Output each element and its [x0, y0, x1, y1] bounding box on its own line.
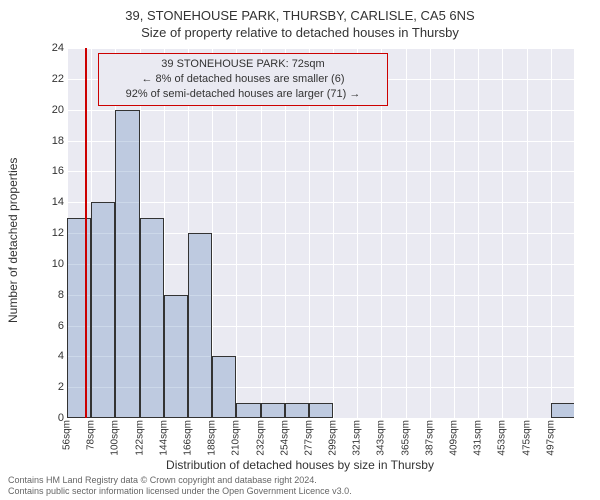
x-tick-label: 122sqm [134, 420, 145, 456]
x-tick-label: 497sqm [545, 420, 556, 456]
y-tick-label: 10 [34, 258, 64, 270]
x-tick-label: 431sqm [473, 420, 484, 456]
histogram-bar [261, 403, 285, 418]
x-axis-label: Distribution of detached houses by size … [0, 458, 600, 472]
v-gridline [406, 48, 407, 418]
histogram-bar [551, 403, 575, 418]
histogram-bar [67, 218, 91, 418]
h-gridline [67, 48, 575, 49]
annotation-line-1: 39 STONEHOUSE PARK: 72sqm [105, 57, 381, 72]
title-line-2: Size of property relative to detached ho… [0, 25, 600, 40]
reference-line [85, 48, 87, 418]
x-tick-label: 387sqm [424, 420, 435, 456]
x-tick-label: 232sqm [255, 420, 266, 456]
y-tick-label: 8 [34, 289, 64, 301]
y-axis-label: Number of detached properties [6, 158, 20, 323]
chart-title: 39, STONEHOUSE PARK, THURSBY, CARLISLE, … [0, 8, 600, 40]
v-gridline [527, 48, 528, 418]
y-tick-label: 2 [34, 381, 64, 393]
y-tick-label: 24 [34, 42, 64, 54]
v-gridline [551, 48, 552, 418]
x-tick-label: 166sqm [182, 420, 193, 456]
x-tick-label: 254sqm [279, 420, 290, 456]
annotation-box: 39 STONEHOUSE PARK: 72sqm ← 8% of detach… [98, 53, 388, 106]
y-tick-label: 12 [34, 227, 64, 239]
y-tick-label: 16 [34, 165, 64, 177]
y-tick-label: 0 [34, 412, 64, 424]
x-tick-label: 453sqm [497, 420, 508, 456]
x-tick-label: 210sqm [231, 420, 242, 456]
x-tick-label: 188sqm [207, 420, 218, 456]
h-gridline [67, 202, 575, 203]
v-gridline [502, 48, 503, 418]
license-line-2: Contains public sector information licen… [8, 486, 352, 497]
x-tick-label: 100sqm [110, 420, 121, 456]
x-tick-label: 299sqm [328, 420, 339, 456]
v-gridline [478, 48, 479, 418]
x-tick-label: 409sqm [449, 420, 460, 456]
x-tick-label: 56sqm [62, 420, 73, 450]
y-tick-label: 22 [34, 73, 64, 85]
histogram-bar [188, 233, 212, 418]
histogram-bar [236, 403, 260, 418]
histogram-bar [140, 218, 164, 418]
histogram-bar [285, 403, 309, 418]
x-tick-label: 475sqm [521, 420, 532, 456]
v-gridline [454, 48, 455, 418]
license-text: Contains HM Land Registry data © Crown c… [8, 475, 352, 497]
h-gridline [67, 141, 575, 142]
license-line-1: Contains HM Land Registry data © Crown c… [8, 475, 352, 486]
histogram-bar [164, 295, 188, 418]
v-gridline [574, 48, 575, 418]
x-tick-label: 343sqm [376, 420, 387, 456]
x-tick-label: 78sqm [86, 420, 97, 450]
y-tick-label: 6 [34, 320, 64, 332]
y-tick-label: 18 [34, 135, 64, 147]
y-tick-label: 4 [34, 350, 64, 362]
annotation-line-3: 92% of semi-detached houses are larger (… [105, 87, 381, 102]
h-gridline [67, 418, 575, 419]
x-tick-label: 144sqm [158, 420, 169, 456]
v-gridline [430, 48, 431, 418]
title-line-1: 39, STONEHOUSE PARK, THURSBY, CARLISLE, … [0, 8, 600, 23]
histogram-bar [91, 202, 115, 418]
y-tick-label: 14 [34, 196, 64, 208]
histogram-bar [309, 403, 333, 418]
x-tick-label: 365sqm [400, 420, 411, 456]
h-gridline [67, 171, 575, 172]
x-tick-label: 277sqm [303, 420, 314, 456]
h-gridline [67, 110, 575, 111]
x-tick-label: 321sqm [352, 420, 363, 456]
histogram-bar [212, 356, 236, 418]
annotation-line-2: ← 8% of detached houses are smaller (6) [105, 72, 381, 87]
y-tick-label: 20 [34, 104, 64, 116]
histogram-bar [115, 110, 139, 418]
